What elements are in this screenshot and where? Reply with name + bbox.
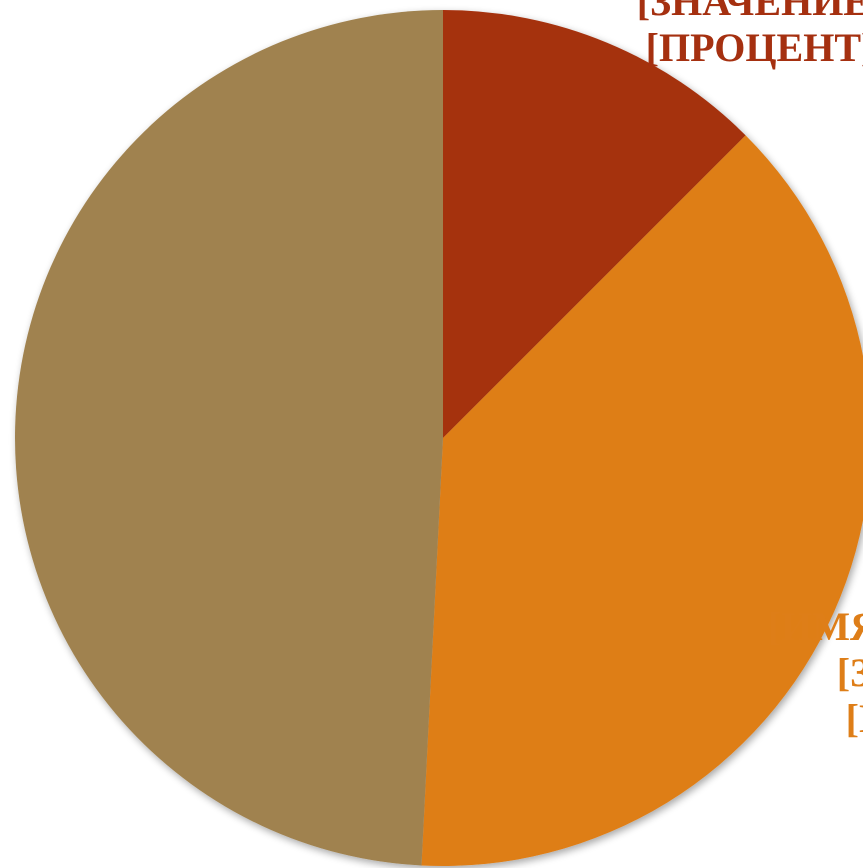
pie-slice-1-label: [ЗНАЧЕНИЕ] [ПРОЦЕНТ] bbox=[637, 0, 863, 70]
pie-slice-1 bbox=[443, 10, 746, 438]
pie-slice-1-label-line: [ПРОЦЕНТ] bbox=[646, 25, 863, 70]
pie-slice-3 bbox=[15, 10, 443, 866]
pie-slices bbox=[15, 10, 863, 866]
pie-slice-2-label-line: [ИМЯ КАТЕГОРИИ] bbox=[768, 604, 863, 649]
pie-slice-2 bbox=[421, 135, 863, 866]
pie-slice-2-label-line: [ЗНАЧЕНИЕ] bbox=[837, 650, 863, 695]
pie-slice-1-label-line: [ЗНАЧЕНИЕ] bbox=[637, 0, 863, 24]
pie-slice-2-label-line: [ПРОЦЕНТ] bbox=[846, 696, 863, 741]
pie-labels: [ЗНАЧЕНИЕ][ПРОЦЕНТ][ИМЯ КАТЕГОРИИ][ЗНАЧЕ… bbox=[637, 0, 863, 741]
pie-slice-2-label: [ИМЯ КАТЕГОРИИ][ЗНАЧЕНИЕ][ПРОЦЕНТ] bbox=[768, 604, 863, 741]
